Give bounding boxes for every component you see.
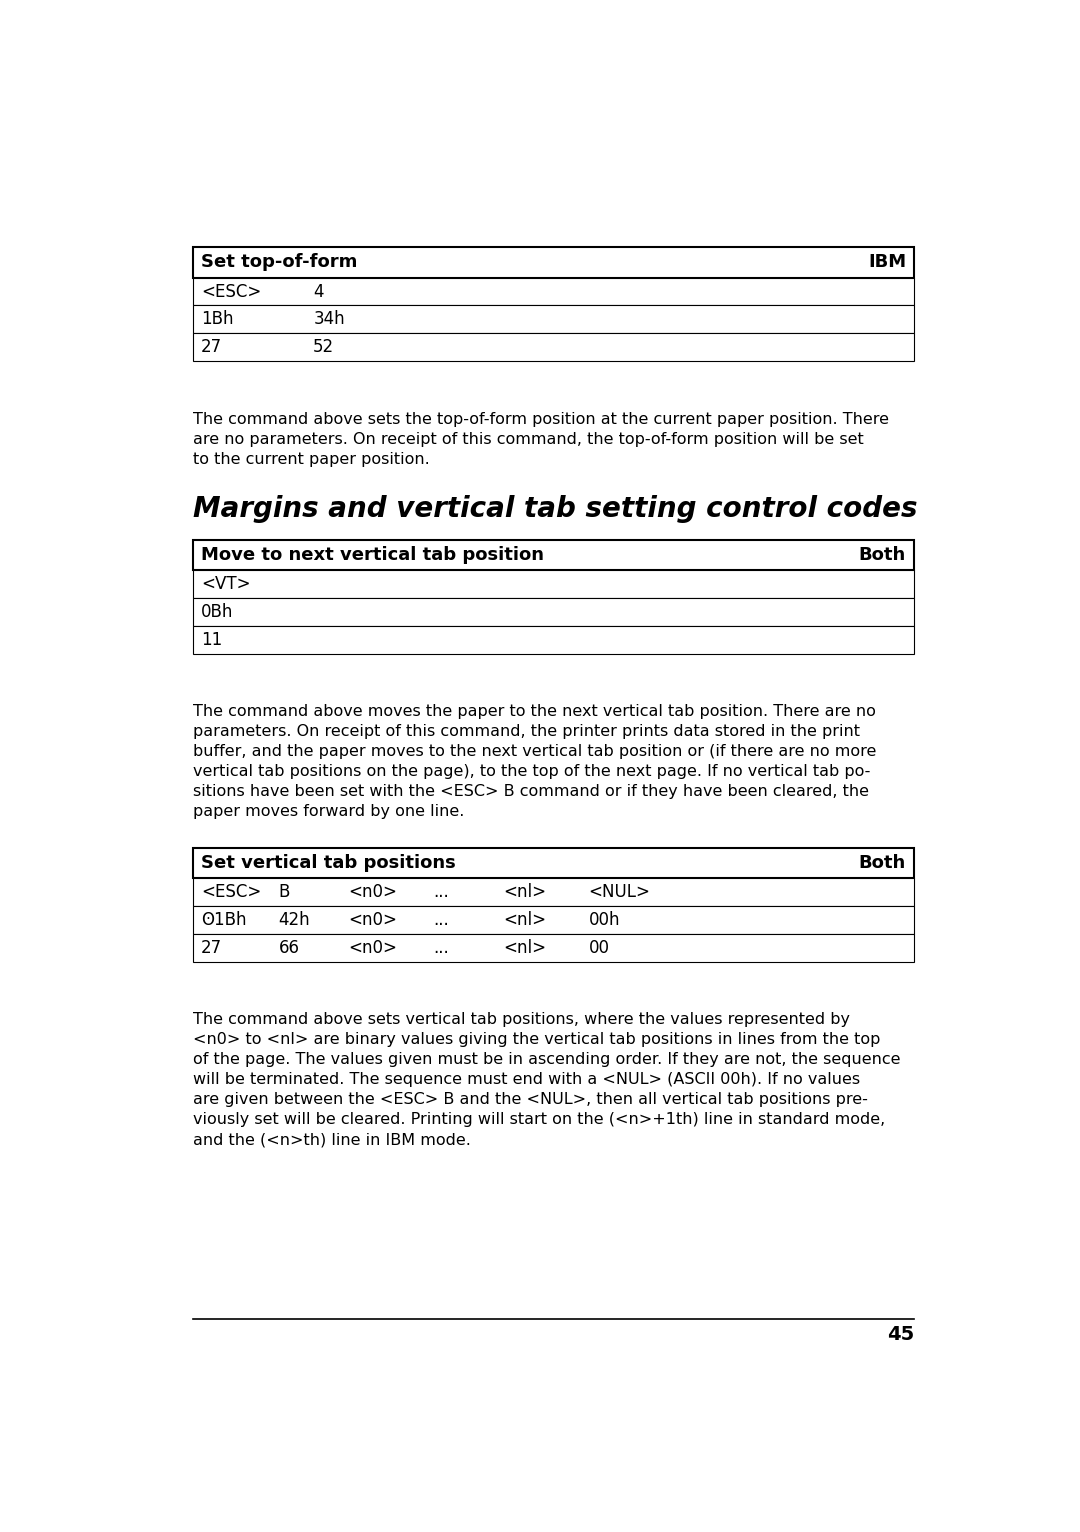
Text: 27: 27 — [201, 339, 222, 355]
Text: ...: ... — [433, 884, 449, 901]
Text: paper moves forward by one line.: paper moves forward by one line. — [193, 804, 464, 820]
Text: Set top-of-form: Set top-of-form — [201, 253, 357, 271]
Text: ...: ... — [433, 939, 449, 956]
Text: 11: 11 — [201, 631, 222, 648]
Text: 00: 00 — [589, 939, 609, 956]
Text: The command above sets the top-of-form position at the current paper position. T: The command above sets the top-of-form p… — [193, 412, 889, 427]
Text: IBM: IBM — [868, 253, 906, 271]
Bar — [193, 539, 914, 570]
Text: 0Bh: 0Bh — [201, 604, 233, 620]
Bar — [193, 277, 914, 305]
Text: and the (<n>th) line in IBM mode.: and the (<n>th) line in IBM mode. — [193, 1132, 471, 1147]
Bar — [193, 305, 914, 334]
Text: 34h: 34h — [313, 311, 345, 328]
Text: parameters. On receipt of this command, the printer prints data stored in the pr: parameters. On receipt of this command, … — [193, 725, 860, 740]
Text: <ESC>: <ESC> — [201, 282, 261, 300]
Text: The command above sets vertical tab positions, where the values represented by: The command above sets vertical tab posi… — [193, 1013, 850, 1028]
Text: are no parameters. On receipt of this command, the top-of-form position will be : are no parameters. On receipt of this co… — [193, 432, 864, 447]
Text: 27: 27 — [201, 939, 222, 956]
Text: Set vertical tab positions: Set vertical tab positions — [201, 853, 456, 872]
Text: sitions have been set with the <ESC> B command or if they have been cleared, the: sitions have been set with the <ESC> B c… — [193, 784, 869, 800]
Text: <n0> to <nl> are binary values giving the vertical tab positions in lines from t: <n0> to <nl> are binary values giving th… — [193, 1033, 880, 1048]
Text: The command above moves the paper to the next vertical tab position. There are n: The command above moves the paper to the… — [193, 705, 876, 720]
Text: of the page. The values given must be in ascending order. If they are not, the s: of the page. The values given must be in… — [193, 1052, 901, 1068]
Text: Margins and vertical tab setting control codes: Margins and vertical tab setting control… — [193, 495, 918, 522]
Text: <nl>: <nl> — [503, 884, 546, 901]
Text: <n0>: <n0> — [348, 884, 397, 901]
Text: 4: 4 — [313, 282, 324, 300]
Text: <VT>: <VT> — [201, 574, 251, 593]
Text: Both: Both — [859, 545, 906, 564]
Text: ...: ... — [433, 912, 449, 928]
Bar — [193, 878, 914, 905]
Text: Move to next vertical tab position: Move to next vertical tab position — [201, 545, 544, 564]
Bar — [193, 247, 914, 277]
Text: buffer, and the paper moves to the next vertical tab position or (if there are n: buffer, and the paper moves to the next … — [193, 745, 877, 760]
Text: 1Bh: 1Bh — [201, 311, 233, 328]
Text: <nl>: <nl> — [503, 939, 546, 956]
Text: will be terminated. The sequence must end with a <NUL> (ASCII 00h). If no values: will be terminated. The sequence must en… — [193, 1072, 861, 1088]
Bar — [193, 935, 914, 962]
Text: 52: 52 — [313, 339, 335, 355]
Text: vertical tab positions on the page), to the top of the next page. If no vertical: vertical tab positions on the page), to … — [193, 764, 870, 780]
Bar — [193, 334, 914, 362]
Text: <ESC>: <ESC> — [201, 884, 261, 901]
Bar — [193, 570, 914, 597]
Bar — [193, 905, 914, 935]
Text: <n0>: <n0> — [348, 939, 397, 956]
Text: are given between the <ESC> B and the <NUL>, then all vertical tab positions pre: are given between the <ESC> B and the <N… — [193, 1092, 868, 1108]
Text: <nl>: <nl> — [503, 912, 546, 928]
Text: 66: 66 — [279, 939, 299, 956]
Text: ʘ1Bh: ʘ1Bh — [201, 912, 246, 928]
Text: 42h: 42h — [279, 912, 310, 928]
Bar — [193, 847, 914, 878]
Text: viously set will be cleared. Printing will start on the (<n>+1th) line in standa: viously set will be cleared. Printing wi… — [193, 1112, 886, 1128]
Bar — [193, 625, 914, 654]
Text: Both: Both — [859, 853, 906, 872]
Text: B: B — [279, 884, 289, 901]
Text: <n0>: <n0> — [348, 912, 397, 928]
Text: 45: 45 — [887, 1325, 914, 1344]
Bar — [193, 597, 914, 625]
Text: to the current paper position.: to the current paper position. — [193, 452, 430, 467]
Text: <NUL>: <NUL> — [589, 884, 650, 901]
Text: 00h: 00h — [589, 912, 620, 928]
